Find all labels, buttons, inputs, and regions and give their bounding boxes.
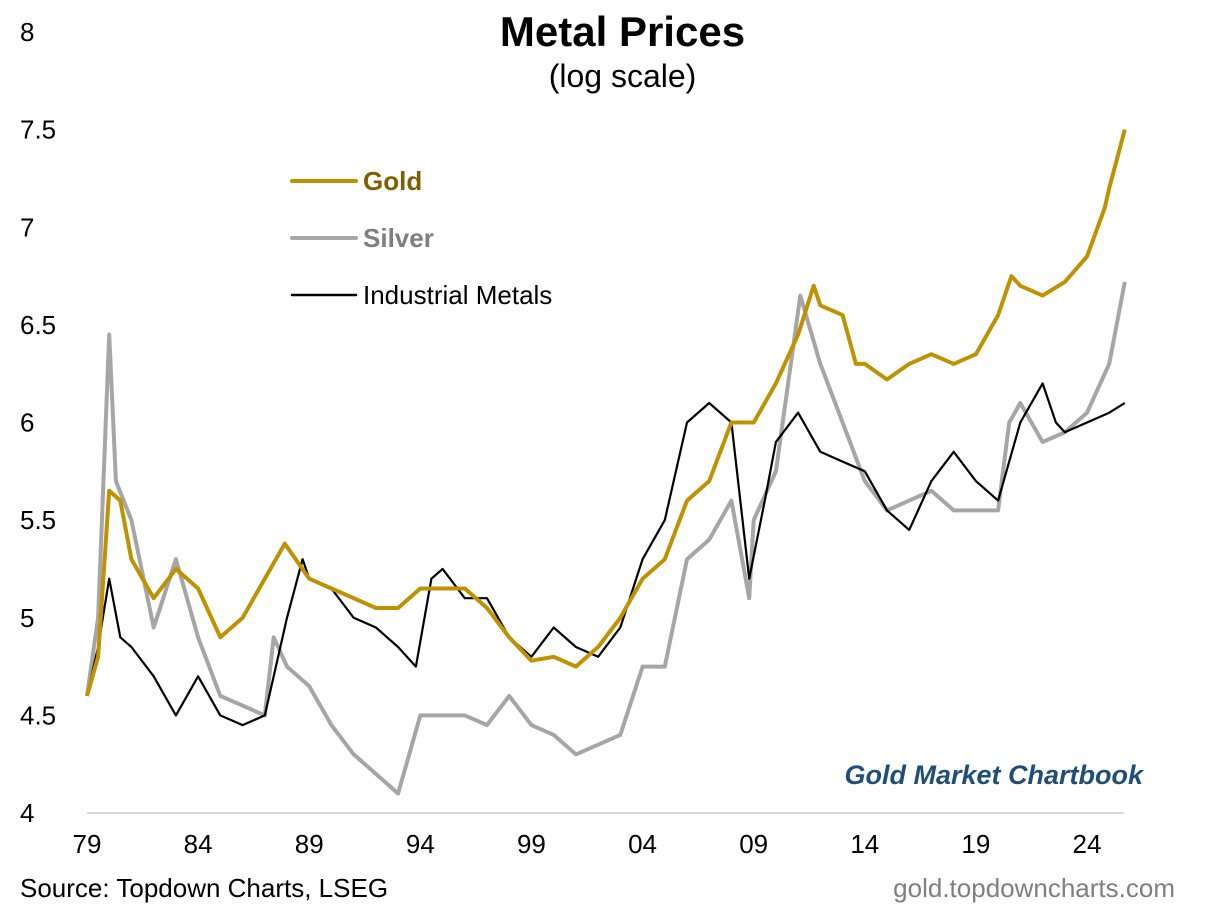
series-line-silver [85,281,1127,796]
x-tick-label: 94 [406,829,435,859]
x-tick-label: 09 [739,829,768,859]
x-tick-label: 84 [184,829,213,859]
x-tick-label: 99 [517,829,546,859]
y-tick-label: 8 [20,17,34,47]
chart-subtitle: (log scale) [548,58,697,94]
y-tick-label: 7 [20,212,34,242]
site-url: gold.topdowncharts.com [893,873,1175,903]
x-tick-label: 04 [628,829,657,859]
watermark-brand: Gold Market Chartbook [844,760,1143,790]
y-tick-label: 5 [20,603,34,633]
source-note: Source: Topdown Charts, LSEG [20,873,389,903]
x-tick-label: 79 [73,829,102,859]
series-line-industrial-metals [85,382,1126,727]
chart-title: Metal Prices [499,8,746,55]
legend-label-industrial-metals: Industrial Metals [363,280,552,310]
y-tick-label: 4.5 [20,700,56,730]
y-tick-label: 6 [20,408,34,438]
legend-label-gold: Gold [363,166,422,196]
x-tick-label: 24 [1073,829,1102,859]
y-tick-label: 5.5 [20,505,56,535]
y-tick-label: 4 [20,798,34,828]
legend-label-silver: Silver [363,223,434,253]
x-tick-label: 89 [295,829,324,859]
x-tick-label: 14 [850,829,879,859]
y-tick-label: 6.5 [20,310,56,340]
series-line-gold [85,129,1127,697]
y-tick-label: 7.5 [20,115,56,145]
x-tick-label: 19 [961,829,990,859]
